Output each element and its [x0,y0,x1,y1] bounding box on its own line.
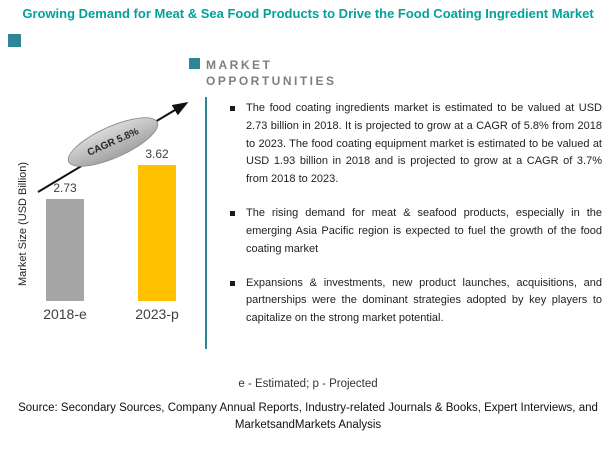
opportunities-heading-line1: MARKET [206,58,273,72]
bullet-item: Expansions & investments, new product la… [230,275,602,328]
y-axis-label: Market Size (USD Billion) [17,161,29,287]
footnote: e - Estimated; p - Projected [238,378,378,390]
bar-column: 2.73 2018-e [38,181,92,322]
accent-square-icon [189,58,200,69]
opportunities-heading-line2: OPPORTUNITIES [206,74,337,89]
accent-square-icon [8,34,21,47]
bullet-item: The rising demand for meat & seafood pro… [230,205,602,258]
opportunities-heading: MARKET OPPORTUNITIES [206,57,337,89]
bar-group: 2.73 2018-e 3.62 2023-p [38,147,184,322]
bar-category-label: 2018-e [43,306,87,322]
page-title: Growing Demand for Meat & Sea Food Produ… [22,6,594,21]
bar-column: 3.62 2023-p [130,147,184,322]
bar-value-label: 2.73 [53,181,77,195]
source-note: Source: Secondary Sources, Company Annua… [18,402,598,431]
bullet-list: The food coating ingredients market is e… [230,100,602,344]
bar-value-label: 3.62 [145,147,169,161]
bullet-item: The food coating ingredients market is e… [230,100,602,189]
bar-2023-p [138,165,176,301]
vertical-divider [205,97,207,349]
bar-2018-e [46,199,84,301]
bar-category-label: 2023-p [135,306,179,322]
